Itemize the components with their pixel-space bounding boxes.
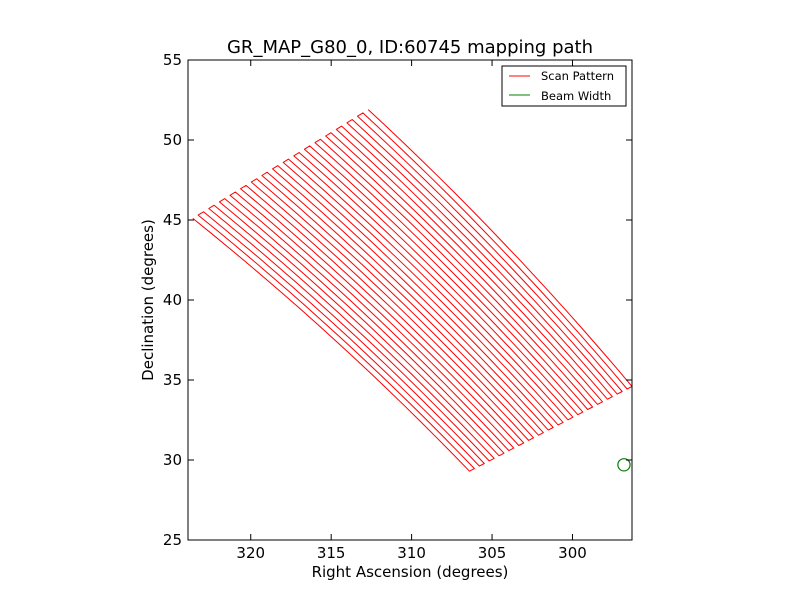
legend-label-scan-pattern: Scan Pattern (541, 69, 614, 83)
y-axis: 25 30 35 40 45 50 55 (163, 51, 632, 549)
legend-label-beam-width: Beam Width (541, 89, 611, 103)
scan-pattern-series (192, 109, 632, 472)
chart-title: GR_MAP_G80_0, ID:60745 mapping path (227, 37, 593, 58)
y-tick-label: 55 (163, 51, 182, 69)
x-tick-label: 305 (478, 544, 507, 562)
x-axis-label: Right Ascension (degrees) (312, 563, 509, 581)
x-tick-label: 300 (558, 544, 587, 562)
beam-width-circle (617, 458, 631, 472)
y-tick-label: 30 (163, 451, 182, 469)
y-tick-label: 40 (163, 291, 182, 309)
x-tick-label: 320 (236, 544, 265, 562)
legend: Scan Pattern Beam Width (501, 65, 627, 107)
beam-width-series (617, 458, 631, 472)
y-tick-label: 25 (163, 531, 182, 549)
y-tick-label: 45 (163, 211, 182, 229)
legend-box (501, 65, 627, 107)
y-axis-label: Declination (degrees) (139, 219, 157, 381)
y-tick-label: 35 (163, 371, 182, 389)
scan-pattern-line (192, 109, 632, 472)
y-tick-label: 50 (163, 131, 182, 149)
x-tick-label: 310 (397, 544, 426, 562)
x-tick-label: 315 (317, 544, 346, 562)
x-axis: 320 315 310 305 300 (236, 60, 587, 562)
